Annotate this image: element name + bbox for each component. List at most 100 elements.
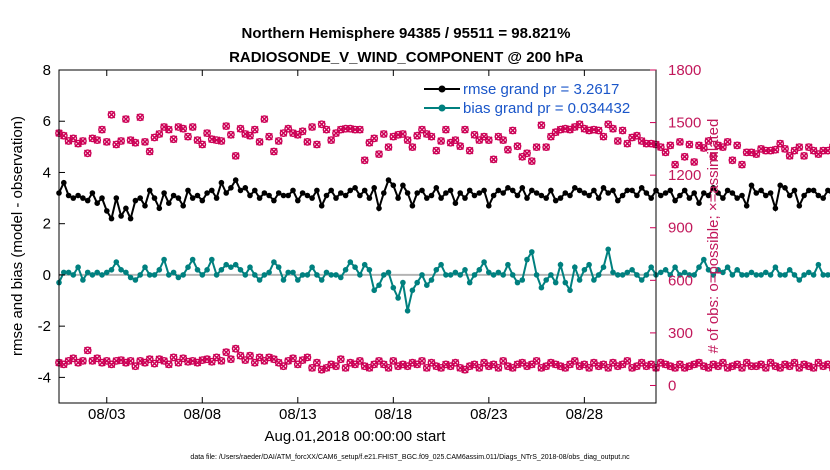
obs-possible-point [451,136,460,145]
obs-possible-point [355,125,364,134]
obs-possible-point [537,121,546,130]
rmse-point [615,197,621,204]
bias-point [189,256,196,263]
rmse-point [247,192,253,199]
rmse-point [681,187,688,194]
bias-point [323,269,330,276]
rmse-point [94,200,100,206]
rmse-point [672,197,678,204]
bias-point [156,267,163,273]
rmse-point [223,190,229,196]
obs-possible-point [547,132,555,141]
obs-possible-point [255,137,264,146]
obs-assimilated-point [360,156,369,164]
rmse-point [271,197,277,204]
rmse-point [127,215,134,222]
obs-lower-possible-point [336,355,345,364]
obs-lower-assimilated-point [628,364,636,372]
obs-lower-assimilated-point [528,360,536,369]
obs-assimilated-point [442,125,450,134]
obs-assimilated-point [298,127,307,136]
bias-point [99,272,105,278]
rmse-point [161,190,167,196]
obs-assimilated-point [747,148,756,157]
rmse-point [142,203,148,209]
bias-point [180,272,186,278]
bias-point [567,287,573,294]
obs-possible-point [274,137,283,145]
obs-possible-point [599,132,608,141]
obs-assimilated-point [637,137,646,145]
obs-assimilated-point [203,129,211,137]
obs-assimilated-point [380,130,388,138]
obs-lower-assimilated-point [141,358,149,367]
bias-point [681,269,688,276]
obs-assimilated-point [566,125,574,134]
obs-lower-assimilated-point [637,358,646,367]
obs-lower-assimilated-point [594,362,603,370]
bias-point [352,264,358,271]
rmse-point [743,203,750,209]
obs-assimilated-point [265,132,273,141]
obs-lower-assimilated-point [489,360,498,369]
obs-lower-possible-point [222,348,231,357]
y-right-tick-label: 0 [668,377,676,394]
bias-point [438,261,444,268]
obs-assimilated-point [370,134,378,143]
bias-point [486,269,492,276]
obs-assimilated-point [513,142,522,150]
rmse-point [419,187,425,194]
bias-point [509,272,516,278]
bias-point [104,269,110,276]
obs-lower-possible-point [475,363,484,372]
rmse-point [328,187,335,194]
obs-lower-assimilated-point [136,357,144,365]
obs-assimilated-point [270,147,278,156]
obs-assimilated-point [618,126,627,135]
obs-lower-possible-point [761,363,770,372]
rmse-point [815,192,822,199]
rmse-point [237,187,244,194]
rmse-point [739,192,745,199]
obs-possible-point [680,152,689,161]
rmse-point [290,187,296,194]
obs-lower-assimilated-point [327,360,335,369]
obs-assimilated-point [805,143,813,151]
obs-lower-assimilated-point [771,362,780,370]
bias-point [672,264,678,271]
rmse-point [314,187,320,194]
bias-point [361,261,368,268]
obs-possible-point [618,126,627,135]
obs-possible-point [308,123,316,131]
bias-point [490,272,497,278]
rmse-point [471,192,478,199]
y-left-tick-label: 0 [43,267,51,284]
obs-possible-point [98,125,106,134]
bias-point [662,267,669,273]
obs-lower-assimilated-point [695,358,703,367]
chart-subtitle: RADIOSONDE_V_WIND_COMPONENT @ 200 hPa [229,49,584,66]
rmse-point [667,187,674,194]
obs-possible-point [322,125,331,134]
rmse-point [108,215,115,222]
obs-lower-possible-point [174,358,183,367]
bias-point [629,267,635,273]
obs-lower-assimilated-point [685,362,694,370]
obs-assimilated-point [781,145,789,153]
bias-point [524,256,530,263]
obs-assimilated-point [74,139,82,148]
obs-possible-point [370,134,379,143]
rmse-point [390,182,397,189]
bias-point [748,269,755,276]
obs-possible-point [441,125,450,134]
rmse-point [658,192,664,199]
obs-lower-possible-point [289,354,297,363]
rmse-point [232,177,239,183]
obs-possible-point [542,143,551,152]
obs-assimilated-point [671,160,679,169]
obs-lower-assimilated-point [647,360,655,369]
obs-lower-assimilated-point [346,358,355,367]
obs-assimilated-point [260,115,269,123]
obs-lower-possible-point [585,363,593,372]
bias-point [457,272,464,278]
